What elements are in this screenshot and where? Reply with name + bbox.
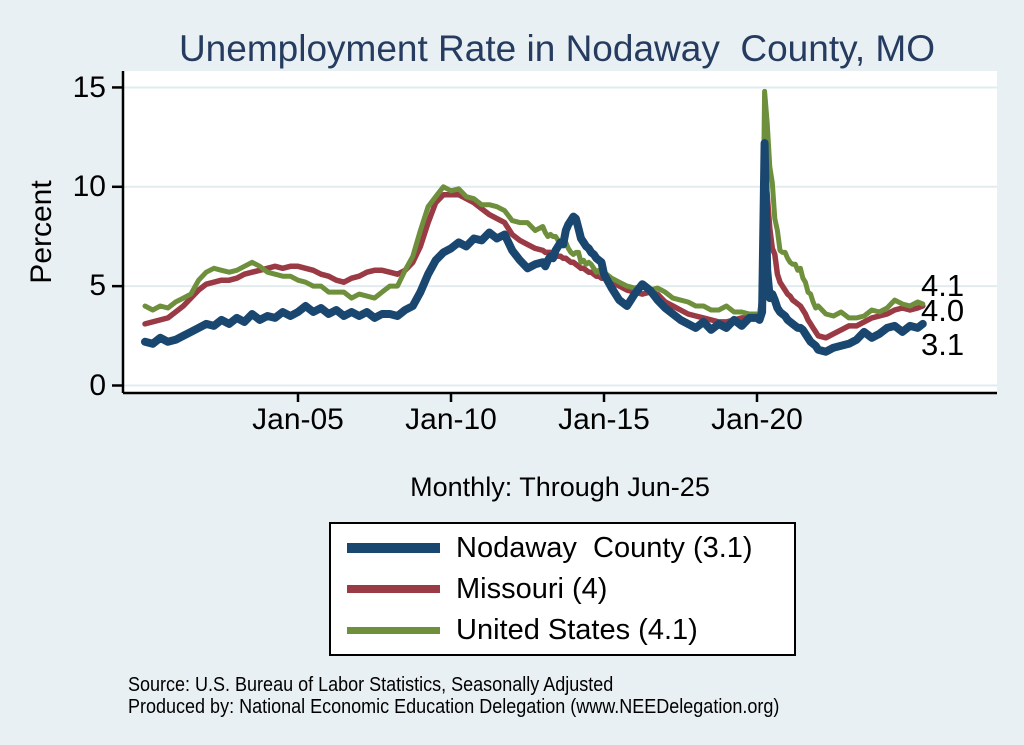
- y-tick-label-15: 15: [72, 70, 106, 104]
- chart-subtitle: Monthly: Through Jun-25: [410, 472, 710, 502]
- x-tick-label-jan10: Jan-10: [405, 403, 497, 436]
- chart-title: Unemployment Rate in Nodaway County, MO: [178, 28, 936, 69]
- y-tick-label-5: 5: [89, 269, 106, 303]
- legend-item-missouri: Missouri (4): [347, 573, 794, 606]
- end-value-label-nodaway: 3.1: [921, 327, 965, 362]
- x-tick-label-jan20: Jan-20: [711, 403, 803, 436]
- source-line: Source: U.S. Bureau of Labor Statistics,…: [128, 674, 614, 696]
- legend-label-us: United States (4.1): [456, 613, 698, 646]
- legend-item-nodaway: Nodaway County (3.1): [347, 532, 794, 565]
- x-tick-label-jan05: Jan-05: [252, 403, 344, 436]
- legend-item-us: United States (4.1): [347, 614, 794, 647]
- end-value-label-missouri: 4.0: [921, 293, 965, 328]
- y-tick-label-10: 10: [72, 169, 106, 203]
- producer-line: Produced by: National Economic Education…: [128, 696, 780, 718]
- end-value-label-us: 4.1: [921, 268, 965, 303]
- legend-swatch-missouri: [347, 585, 440, 593]
- x-tick-label-jan15: Jan-15: [558, 403, 650, 436]
- legend-label-missouri: Missouri (4): [456, 572, 608, 605]
- y-tick-label-0: 0: [89, 368, 106, 402]
- legend-swatch-nodaway: [347, 543, 440, 553]
- legend-label-nodaway: Nodaway County (3.1): [456, 531, 753, 564]
- legend-swatch-us: [347, 626, 440, 634]
- legend: Nodaway County (3.1) Missouri (4) United…: [329, 522, 796, 656]
